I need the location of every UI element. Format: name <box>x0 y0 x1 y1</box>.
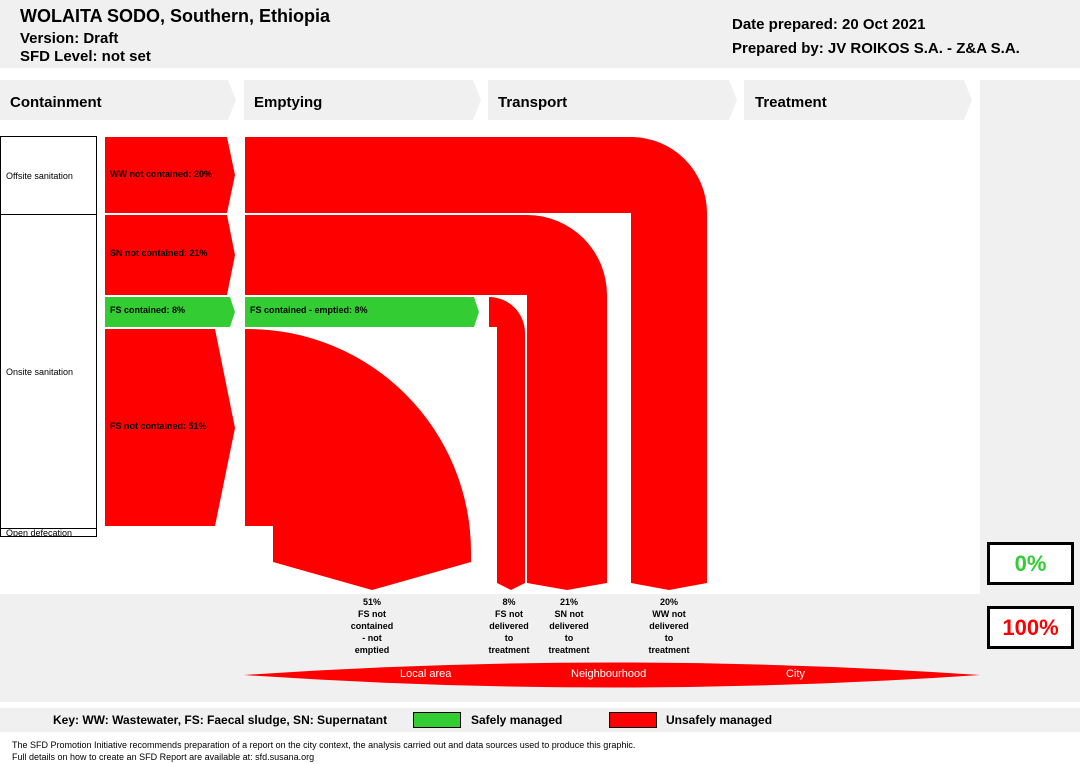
containment-fs-contained <box>105 297 235 327</box>
city-title: WOLAITA SODO, Southern, Ethiopia <box>20 6 330 26</box>
containment-ww-not-contained <box>105 137 235 213</box>
flow-fs-not-contained-area <box>245 329 471 590</box>
footer-note-1: The SFD Promotion Initiative recommends … <box>12 740 636 750</box>
label-fs-contained: FS contained: 8% <box>110 305 186 315</box>
flow-sn-not-contained-pipe <box>245 215 607 590</box>
stage-header-transport <box>488 80 737 120</box>
end-label-ww-not-delivered: 20% WW not delivered to treatment <box>648 597 690 655</box>
category-offsite-sanitation: Offsite sanitation <box>0 136 97 215</box>
results-column <box>980 80 1080 594</box>
label-ww-not-contained: WW not contained: 20% <box>110 169 212 179</box>
prepared-by: Prepared by: JV ROIKOS S.A. - Z&A S.A. <box>732 40 1020 57</box>
containment-sn-not-contained <box>105 215 235 295</box>
stage-header-treatment <box>744 80 972 120</box>
category-onsite-sanitation: Onsite sanitation <box>0 214 97 529</box>
label-fs-not-contained: FS not contained: 51% <box>110 421 207 431</box>
scale-city: City <box>786 668 805 680</box>
end-label-fs-not-delivered: 8% FS not delivered to treatment <box>488 597 530 655</box>
key-band: Key: WW: Wastewater, FS: Faecal sludge, … <box>0 708 1080 732</box>
end-label-fs-not-emptied: 51% FS not contained - not emptied <box>350 597 394 655</box>
scale-local-area: Local area <box>400 668 452 680</box>
version-label: Version: Draft <box>20 30 119 47</box>
flow-fs-contained-emptied <box>245 297 479 327</box>
result-unsafely-managed: 100% <box>987 606 1074 649</box>
stage-label-transport: Transport <box>498 94 567 111</box>
key-abbreviations: Key: WW: Wastewater, FS: Faecal sludge, … <box>53 713 388 727</box>
flow-fs-not-delivered-pipe <box>489 297 525 590</box>
stage-label-treatment: Treatment <box>755 94 827 111</box>
key-unsafe-swatch <box>609 712 657 728</box>
sfd-flow-diagram: Containment Emptying Transport Treatment <box>0 80 1080 594</box>
stage-header-emptying <box>244 80 481 120</box>
stage-header-containment <box>0 80 236 120</box>
category-open-defecation: Open defecation <box>0 528 97 537</box>
key-safe-swatch <box>413 712 461 728</box>
result-safely-managed: 0% <box>987 542 1074 585</box>
stage-label-containment: Containment <box>10 94 102 111</box>
header-band: WOLAITA SODO, Southern, Ethiopia Version… <box>0 0 1080 68</box>
scale-ellipse <box>244 662 980 688</box>
containment-fs-not-contained <box>105 329 235 526</box>
end-label-sn-not-delivered: 21% SN not delivered to treatment <box>548 597 590 655</box>
sfd-level-label: SFD Level: not set <box>20 48 151 65</box>
scale-ellipse-shape <box>244 662 980 688</box>
key-unsafe-label: Unsafely managed <box>666 713 773 727</box>
date-prepared: Date prepared: 20 Oct 2021 <box>732 16 926 33</box>
footer-note-2: Full details on how to create an SFD Rep… <box>12 752 315 762</box>
label-fs-contained-emptied: FS contained - emptied: 8% <box>250 305 368 315</box>
flow-ww-not-contained-pipe <box>245 137 707 590</box>
stage-label-emptying: Emptying <box>254 94 322 111</box>
label-sn-not-contained: SN not contained: 21% <box>110 248 208 258</box>
scale-neighbourhood: Neighbourhood <box>571 668 647 680</box>
key-safe-label: Safely managed <box>471 713 563 727</box>
